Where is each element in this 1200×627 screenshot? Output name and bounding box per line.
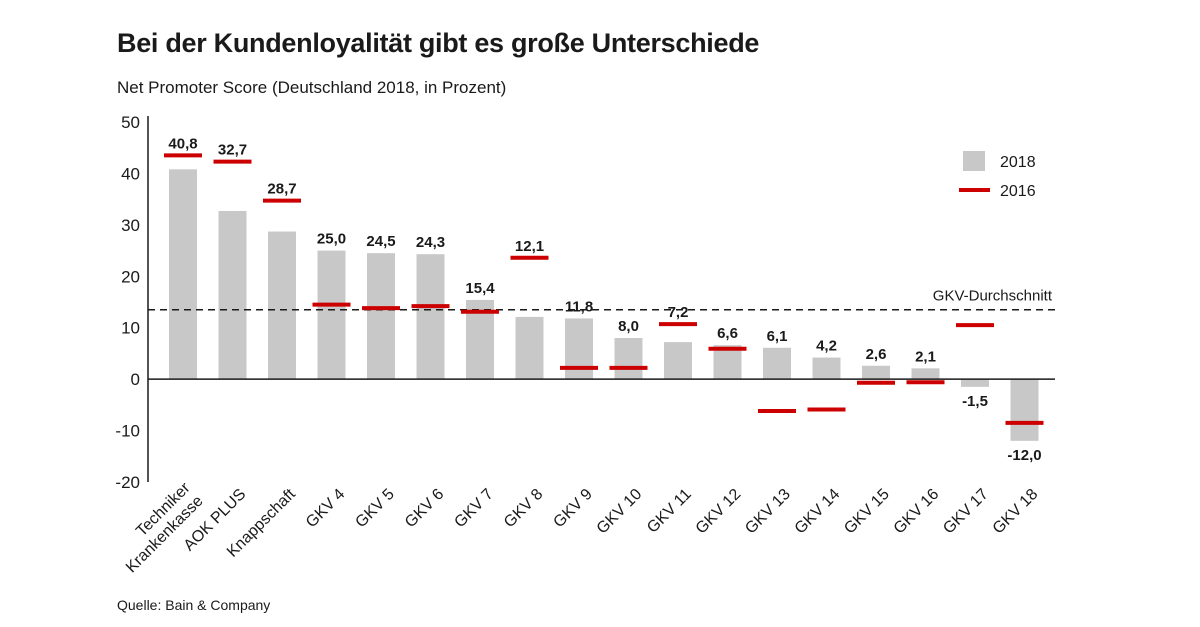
chart-subtitle: Net Promoter Score (Deutschland 2018, in…	[117, 78, 507, 97]
bar-2018	[763, 347, 791, 380]
source-note: Quelle: Bain & Company	[117, 597, 271, 613]
bar-2018	[961, 379, 989, 387]
value-label: 11,8	[565, 298, 593, 315]
category-label-line: GKV 11	[644, 486, 695, 537]
category-label-line: GKV 10	[594, 486, 646, 538]
category-label: GKV 13	[742, 486, 794, 538]
chart-title: Bei der Kundenloyalität gibt es große Un…	[117, 28, 760, 58]
value-label: -12,0	[1007, 447, 1041, 464]
category-label: GKV 6	[402, 486, 447, 531]
value-label: 32,7	[218, 142, 247, 159]
markers-2016	[164, 153, 1044, 425]
category-label: GKV 17	[940, 486, 992, 538]
y-axis: 50 40 30 20 10 0 -10 -20	[115, 113, 149, 492]
value-label: 2,1	[915, 348, 936, 365]
bar-2018	[317, 250, 346, 380]
bar-2018	[713, 345, 742, 380]
value-label: 24,5	[366, 233, 395, 250]
value-label: 2,6	[866, 346, 887, 363]
category-label: GKV 10	[594, 486, 646, 538]
y-tick-label: 0	[131, 370, 140, 389]
value-label: 7,2	[668, 304, 689, 321]
y-tick-label: 40	[121, 164, 140, 183]
bar-2018	[812, 357, 841, 380]
category-label: GKV 15	[841, 486, 893, 538]
bar-2018	[218, 210, 247, 380]
value-label: 25,0	[317, 231, 346, 248]
bar-2018	[515, 316, 544, 380]
bar-2018	[367, 253, 395, 380]
bar-2018	[664, 342, 692, 380]
bar-2018	[862, 365, 890, 380]
category-label: GKV 12	[693, 486, 745, 538]
category-label: GKV 18	[990, 486, 1042, 538]
bar-2018	[268, 231, 296, 380]
reference-line: GKV-Durchschnitt	[148, 288, 1055, 311]
category-label: TechnikerKrankenkasse	[110, 479, 207, 576]
legend-swatch-2018	[963, 151, 985, 171]
y-tick-label: 30	[121, 216, 140, 235]
y-tick-label: -10	[115, 422, 140, 441]
value-label: 6,6	[717, 325, 738, 342]
category-label-line: GKV 9	[550, 486, 595, 531]
value-label: 4,2	[816, 338, 837, 355]
category-label: GKV 9	[550, 486, 595, 531]
category-label-line: GKV 15	[841, 486, 893, 538]
value-label: 6,1	[767, 328, 788, 345]
value-label: -1,5	[962, 393, 988, 410]
value-label: 28,7	[267, 181, 296, 198]
category-label-line: GKV 4	[303, 486, 348, 531]
value-label: 24,3	[416, 234, 445, 251]
value-label: 40,8	[168, 135, 197, 152]
category-label: GKV 11	[644, 486, 695, 537]
value-labels: 40,8 32,7 28,7 25,0 24,5 24,3 15,4 12,1 11,8 8,0 7…	[168, 135, 1041, 463]
category-label-line: GKV 16	[891, 486, 943, 538]
category-label-line: GKV 6	[402, 486, 447, 531]
y-tick-label: -20	[115, 473, 140, 492]
bar-2018	[416, 254, 445, 380]
category-label: GKV 5	[352, 486, 397, 531]
y-tick-label: 20	[121, 267, 140, 286]
bar-2018	[1010, 379, 1039, 441]
bar-2018	[614, 338, 643, 380]
category-label-line: GKV 18	[990, 486, 1042, 538]
category-label-line: GKV 5	[352, 486, 397, 531]
legend-label-2018: 2018	[1000, 154, 1036, 171]
bars-2018	[169, 169, 1039, 441]
y-tick-label: 10	[121, 319, 140, 338]
value-label: 8,0	[618, 318, 639, 335]
category-label: GKV 7	[451, 486, 496, 531]
category-label-line: GKV 8	[501, 486, 546, 531]
category-label-line: GKV 7	[451, 486, 496, 531]
legend-label-2016: 2016	[1000, 183, 1036, 200]
y-tick-label: 50	[121, 113, 140, 132]
category-label-line: GKV 12	[693, 486, 745, 538]
legend: 2018 2016	[959, 151, 1036, 200]
category-label: GKV 8	[501, 486, 546, 531]
category-label: GKV 16	[891, 486, 943, 538]
bar-2018	[911, 368, 940, 380]
bar-2018	[169, 169, 197, 380]
bar-2018	[565, 318, 593, 380]
value-label: 12,1	[515, 238, 544, 255]
category-label-line: GKV 14	[792, 486, 844, 538]
value-label: 15,4	[465, 280, 495, 297]
category-label-line: GKV 17	[940, 486, 992, 538]
category-label: GKV 14	[792, 486, 844, 538]
category-label: GKV 4	[303, 486, 348, 531]
average-line-label: GKV-Durchschnitt	[933, 288, 1053, 305]
category-label-line: GKV 13	[742, 486, 794, 538]
